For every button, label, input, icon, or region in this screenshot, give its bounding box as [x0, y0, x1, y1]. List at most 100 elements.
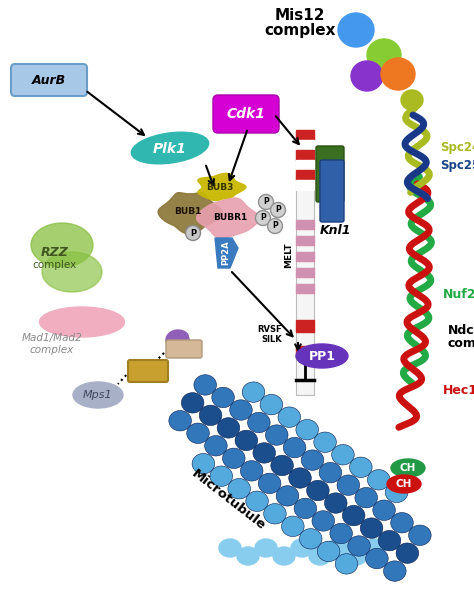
Ellipse shape	[31, 223, 93, 267]
Ellipse shape	[325, 493, 347, 513]
Text: BUB3: BUB3	[206, 182, 234, 191]
Ellipse shape	[282, 516, 304, 536]
Ellipse shape	[319, 463, 342, 483]
Ellipse shape	[367, 470, 390, 490]
Text: AurB: AurB	[32, 74, 66, 87]
Polygon shape	[158, 192, 222, 234]
Text: CH: CH	[400, 463, 416, 473]
Text: PP1: PP1	[309, 349, 336, 362]
Ellipse shape	[355, 488, 377, 508]
Ellipse shape	[300, 529, 322, 549]
Bar	[296, 160, 314, 170]
FancyBboxPatch shape	[11, 64, 87, 96]
Ellipse shape	[230, 400, 252, 420]
Ellipse shape	[349, 457, 372, 478]
Text: Mad1/Mad2: Mad1/Mad2	[22, 333, 82, 343]
Ellipse shape	[342, 505, 365, 526]
Text: P: P	[260, 213, 266, 223]
Ellipse shape	[367, 39, 401, 71]
Ellipse shape	[246, 491, 268, 511]
Ellipse shape	[289, 468, 311, 488]
Ellipse shape	[199, 405, 222, 425]
Text: Mps1: Mps1	[83, 390, 113, 400]
Bar	[296, 284, 314, 293]
Ellipse shape	[271, 203, 285, 217]
Text: Knl1: Knl1	[320, 223, 352, 236]
Bar	[296, 236, 314, 245]
Text: RVSF: RVSF	[257, 326, 282, 334]
Text: Plk1: Plk1	[153, 142, 187, 156]
Ellipse shape	[365, 548, 388, 568]
Ellipse shape	[307, 481, 329, 501]
Ellipse shape	[283, 437, 306, 458]
FancyBboxPatch shape	[166, 340, 202, 358]
Ellipse shape	[271, 455, 293, 476]
Ellipse shape	[169, 410, 191, 431]
FancyBboxPatch shape	[128, 360, 168, 382]
Ellipse shape	[409, 525, 431, 545]
Text: P: P	[190, 229, 196, 238]
Text: Mis12: Mis12	[275, 8, 325, 24]
Ellipse shape	[255, 210, 271, 226]
Ellipse shape	[391, 459, 425, 477]
Ellipse shape	[360, 518, 383, 538]
Ellipse shape	[312, 511, 335, 531]
Ellipse shape	[228, 479, 250, 499]
Ellipse shape	[383, 561, 406, 582]
Ellipse shape	[294, 498, 317, 519]
Ellipse shape	[42, 252, 102, 292]
Bar	[296, 150, 314, 160]
Ellipse shape	[240, 460, 263, 481]
Ellipse shape	[276, 486, 299, 506]
Ellipse shape	[301, 450, 324, 470]
Ellipse shape	[182, 393, 204, 413]
FancyBboxPatch shape	[213, 95, 279, 133]
Ellipse shape	[337, 475, 360, 495]
Text: P: P	[275, 206, 281, 214]
Text: P: P	[272, 222, 278, 230]
Ellipse shape	[265, 425, 288, 446]
Text: MELT: MELT	[284, 242, 293, 268]
Text: Hec1: Hec1	[443, 384, 474, 397]
Ellipse shape	[363, 539, 385, 557]
Ellipse shape	[212, 387, 234, 407]
Ellipse shape	[378, 530, 401, 551]
Ellipse shape	[278, 407, 301, 427]
Ellipse shape	[314, 432, 337, 453]
Ellipse shape	[192, 453, 215, 474]
Ellipse shape	[348, 536, 370, 556]
Text: complex: complex	[264, 23, 336, 37]
Ellipse shape	[258, 194, 273, 210]
Bar	[296, 252, 314, 261]
Text: complex: complex	[30, 345, 74, 355]
Bar	[296, 320, 314, 332]
Ellipse shape	[391, 513, 413, 533]
Text: RZZ: RZZ	[41, 245, 69, 258]
Text: BUB1: BUB1	[174, 207, 202, 216]
FancyBboxPatch shape	[316, 146, 344, 202]
Ellipse shape	[330, 523, 353, 544]
Ellipse shape	[217, 418, 240, 438]
Ellipse shape	[260, 394, 283, 415]
Text: Nuf2: Nuf2	[443, 289, 474, 302]
Ellipse shape	[194, 375, 217, 395]
Ellipse shape	[242, 382, 265, 402]
Ellipse shape	[385, 482, 408, 503]
Text: Spc24: Spc24	[440, 141, 474, 154]
Polygon shape	[198, 173, 246, 201]
Text: complex: complex	[33, 260, 77, 270]
Ellipse shape	[187, 423, 210, 444]
Ellipse shape	[317, 541, 340, 561]
Text: Ndc80: Ndc80	[448, 324, 474, 336]
Ellipse shape	[291, 539, 313, 557]
Bar	[296, 268, 314, 277]
Bar	[296, 220, 314, 229]
Ellipse shape	[235, 430, 257, 451]
Text: Cdk1: Cdk1	[227, 107, 265, 121]
Ellipse shape	[219, 539, 241, 557]
FancyBboxPatch shape	[320, 160, 344, 222]
Ellipse shape	[327, 539, 349, 557]
Bar	[296, 170, 314, 180]
Polygon shape	[166, 330, 190, 350]
Text: BUBR1: BUBR1	[213, 213, 247, 223]
